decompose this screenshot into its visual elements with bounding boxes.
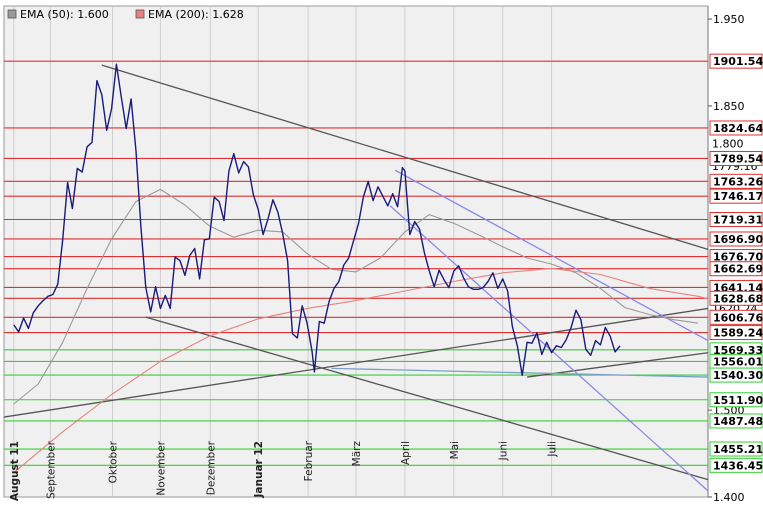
level-label-box — [709, 457, 763, 473]
level-label: 1556.01 — [713, 355, 763, 368]
level-label-box — [709, 367, 763, 383]
level-label-box — [709, 120, 763, 136]
ema50-series-line — [13, 188, 699, 405]
y-tick-label: 1.400 — [713, 491, 745, 504]
level-label: 1696.90 — [713, 233, 763, 246]
level-label: 1540.30 — [713, 369, 763, 382]
y-tick-label-hidden: 1.800 — [712, 137, 744, 150]
level-label: 1606.76 — [713, 311, 763, 324]
level-label: 1589.24 — [713, 327, 763, 340]
x-tick-label: Juli — [547, 441, 559, 458]
level-label-box — [709, 309, 763, 325]
ema200-series-line — [13, 267, 709, 474]
trendline — [394, 169, 709, 342]
level-label-box — [709, 325, 763, 341]
x-tick-label: August 11 — [9, 441, 21, 501]
legend-label: EMA (200): 1.628 — [148, 8, 244, 21]
y-tick-label: 1.950 — [713, 13, 745, 26]
x-tick-label: Januar 12 — [253, 441, 265, 498]
level-label-box — [709, 173, 763, 189]
level-label-box — [709, 188, 763, 204]
trendline — [331, 367, 709, 378]
level-label: 1436.45 — [713, 459, 763, 472]
price-series-line — [13, 63, 621, 376]
legend-swatch — [7, 9, 17, 19]
trendline — [145, 316, 709, 481]
legend-swatch — [135, 9, 145, 19]
level-label-box — [709, 212, 763, 228]
x-tick-label: April — [400, 441, 412, 465]
level-label: 1628.68 — [713, 292, 763, 305]
level-label-box — [709, 441, 763, 457]
level-label-box — [709, 53, 763, 69]
trendline — [3, 307, 709, 418]
x-tick-label: November — [155, 440, 167, 495]
level-label-box — [709, 231, 763, 247]
level-label: 1789.54 — [713, 152, 763, 165]
level-label: 1763.26 — [713, 175, 763, 188]
trendline — [101, 64, 709, 250]
x-tick-label: Oktober — [108, 440, 120, 483]
level-label: 1676.70 — [713, 251, 763, 264]
level-label-box — [709, 150, 763, 166]
x-tick-label: Dezember — [205, 440, 217, 495]
x-tick-label: März — [351, 441, 363, 467]
x-tick-label: September — [45, 440, 57, 499]
level-label-box — [709, 290, 763, 306]
level-label: 1662.69 — [713, 263, 763, 276]
legend-label: EMA (50): 1.600 — [20, 8, 109, 21]
x-tick-label: Februar — [303, 440, 315, 481]
x-tick-label: Juni — [498, 441, 510, 461]
level-label: 1901.54 — [713, 55, 763, 68]
level-label: 1746.17 — [713, 190, 763, 203]
level-label: 1824.64 — [713, 122, 763, 135]
level-label: 1719.31 — [713, 214, 763, 227]
x-tick-label: Mai — [449, 441, 461, 459]
level-label: 1455.21 — [713, 443, 763, 456]
level-label-box — [709, 413, 763, 429]
level-label: 1487.48 — [713, 415, 763, 428]
level-label: 1569.33 — [713, 344, 763, 357]
y-tick-label: 1.850 — [713, 100, 745, 113]
level-label-box — [709, 261, 763, 277]
level-label: 1511.90 — [713, 394, 763, 407]
level-label-box — [709, 392, 763, 408]
